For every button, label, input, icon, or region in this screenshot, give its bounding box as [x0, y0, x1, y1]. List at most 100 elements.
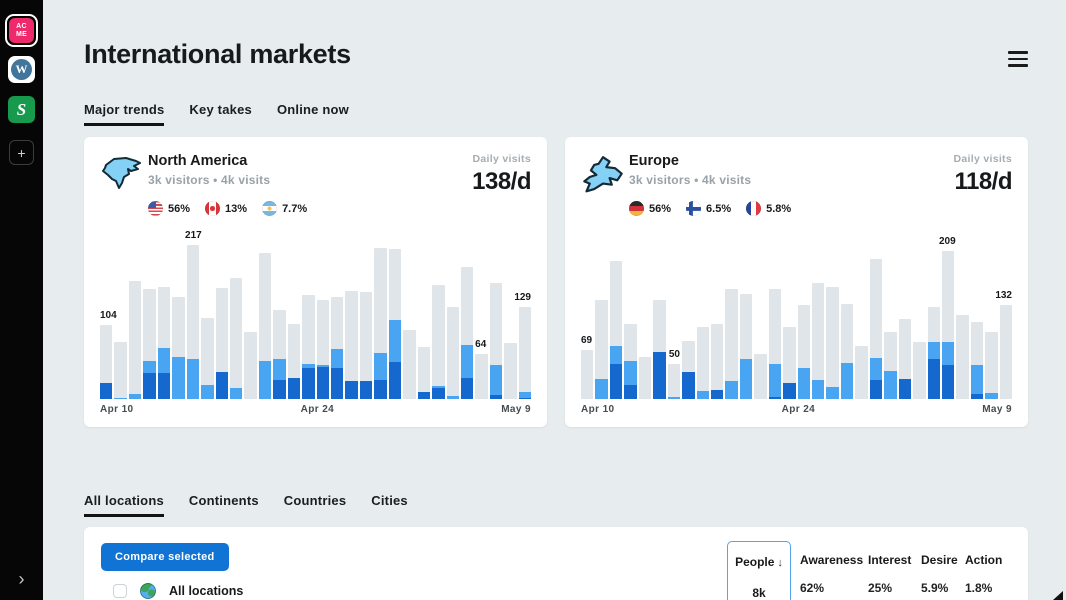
chart-bar — [388, 249, 402, 399]
market-title: Europe — [629, 153, 679, 169]
plus-icon: + — [17, 144, 26, 161]
x-tick-start: Apr 10 — [100, 404, 134, 415]
country-share-pct: 56% — [649, 202, 672, 215]
cursor-icon — [1053, 591, 1063, 600]
chart-bar — [143, 288, 156, 399]
column-header-desire[interactable]: Desire — [921, 553, 958, 567]
chart-bar — [927, 306, 940, 399]
chart-bar — [273, 310, 286, 399]
chart-bar — [840, 303, 854, 399]
chevron-right-icon: › — [18, 569, 25, 589]
location-tabs: All locations Continents Countries Citie… — [84, 493, 1028, 517]
menu-icon[interactable] — [1008, 51, 1028, 67]
tab-continents[interactable]: Continents — [188, 493, 259, 508]
locations-table-card: Compare selected All locations People ↓ 8… — [84, 527, 1028, 600]
trend-tabs: Major trends Key takes Online now — [84, 102, 1028, 126]
chart-bar — [812, 282, 825, 399]
bar-value-label: 209 — [939, 235, 956, 247]
chart-bar — [359, 291, 373, 399]
daily-visits-value: 138/d — [472, 168, 531, 195]
chart-bar — [128, 281, 142, 399]
row-checkbox[interactable] — [113, 584, 127, 598]
chart-bar — [898, 318, 912, 399]
script-s-app-icon[interactable]: S — [8, 96, 35, 123]
expand-sidebar-button[interactable]: › — [19, 570, 25, 588]
chart-bar — [768, 288, 782, 399]
column-people-selected[interactable]: People ↓ 8k — [727, 541, 791, 600]
wordpress-app-icon[interactable]: W — [8, 56, 35, 83]
tab-all-locations[interactable]: All locations — [84, 493, 164, 517]
chart-bar — [869, 259, 883, 399]
europe-icon — [583, 156, 623, 193]
column-header-people[interactable]: People — [735, 555, 775, 569]
chart-bar — [172, 297, 185, 399]
chart-bar — [403, 330, 416, 399]
cell-desire: 5.9% — [921, 581, 949, 595]
add-app-button[interactable]: + — [9, 140, 34, 165]
visits-chart: 69 50 209 132 Apr 10 Apr 24 May 9 — [581, 229, 1013, 415]
chart-bar — [638, 357, 652, 399]
column-header-awareness[interactable]: Awareness — [800, 553, 864, 567]
market-subtitle: 3k visitors • 4k visits — [629, 173, 752, 187]
column-interest: Interest 25% — [868, 553, 912, 595]
de-flag-icon — [629, 201, 644, 216]
globe-icon — [140, 583, 156, 599]
market-title: North America — [148, 153, 248, 169]
country-share-chip: 56% — [629, 201, 671, 216]
tab-cities[interactable]: Cities — [371, 493, 408, 508]
acme-logo-text-top: AC — [16, 23, 27, 30]
visits-chart: 104 217 64 129 Apr 10 Apr 24 May 9 — [100, 229, 532, 415]
chart-bar — [432, 284, 445, 399]
tab-key-takes[interactable]: Key takes — [189, 102, 252, 117]
chart-bar — [201, 318, 214, 399]
compare-selected-button[interactable]: Compare selected — [101, 543, 229, 571]
chart-bar — [754, 353, 767, 399]
card-header: Europe 3k visitors • 4k visits Daily vis… — [581, 153, 1013, 196]
column-awareness: Awareness 62% — [800, 553, 864, 595]
cell-action: 1.8% — [965, 581, 993, 595]
table-row-all-locations[interactable]: All locations — [113, 583, 243, 599]
country-share-row: 56% 6.5% 5.8% — [629, 201, 1012, 216]
bar-value-label: 132 — [995, 290, 1012, 302]
main-content: International markets Major trends Key t… — [43, 0, 1066, 600]
bar-chart: 104 217 64 129 — [100, 229, 532, 399]
acme-app-icon[interactable]: AC ME — [5, 14, 38, 47]
x-axis: Apr 10 Apr 24 May 9 — [581, 404, 1012, 415]
sort-desc-icon[interactable]: ↓ — [777, 557, 783, 569]
tab-major-trends[interactable]: Major trends — [84, 102, 165, 126]
fr-flag-icon — [746, 201, 762, 216]
x-tick-mid: Apr 24 — [781, 404, 816, 415]
market-card-europe: Europe 3k visitors • 4k visits Daily vis… — [565, 137, 1028, 427]
chart-bar — [739, 293, 753, 399]
daily-visits-label: Daily visits — [472, 153, 531, 165]
column-header-interest[interactable]: Interest — [868, 553, 912, 567]
chart-bar — [667, 363, 681, 399]
chart-bar — [783, 326, 796, 399]
country-share-chip: 7.7% — [262, 201, 307, 216]
column-action: Action 1.8% — [965, 553, 1003, 595]
chart-bar — [331, 296, 344, 399]
country-share-chip: 5.8% — [746, 201, 791, 216]
chart-bar — [374, 248, 387, 399]
country-share-chip: 6.5% — [686, 201, 731, 216]
daily-visits-block: Daily visits 138/d — [472, 153, 531, 196]
north-america-icon — [102, 157, 141, 189]
market-card-north-america: North America 3k visitors • 4k visits Da… — [84, 137, 547, 427]
chart-bar — [581, 350, 594, 399]
market-subtitle: 3k visitors • 4k visits — [148, 173, 271, 187]
chart-bar — [970, 322, 984, 399]
bar-value-label: 69 — [581, 335, 593, 347]
tab-online-now[interactable]: Online now — [276, 102, 349, 117]
market-cards-row: North America 3k visitors • 4k visits Da… — [84, 137, 1028, 427]
chart-bar — [710, 323, 724, 399]
column-desire: Desire 5.9% — [921, 553, 958, 595]
cell-awareness: 62% — [800, 581, 825, 595]
tab-countries[interactable]: Countries — [283, 493, 347, 508]
chart-bar — [504, 342, 517, 399]
chart-bar — [417, 347, 431, 399]
daily-visits-block: Daily visits 118/d — [954, 153, 1013, 196]
x-tick-start: Apr 10 — [581, 404, 615, 415]
column-header-action[interactable]: Action — [965, 553, 1003, 567]
ca-flag-icon — [205, 201, 221, 216]
chart-bar — [518, 307, 532, 399]
